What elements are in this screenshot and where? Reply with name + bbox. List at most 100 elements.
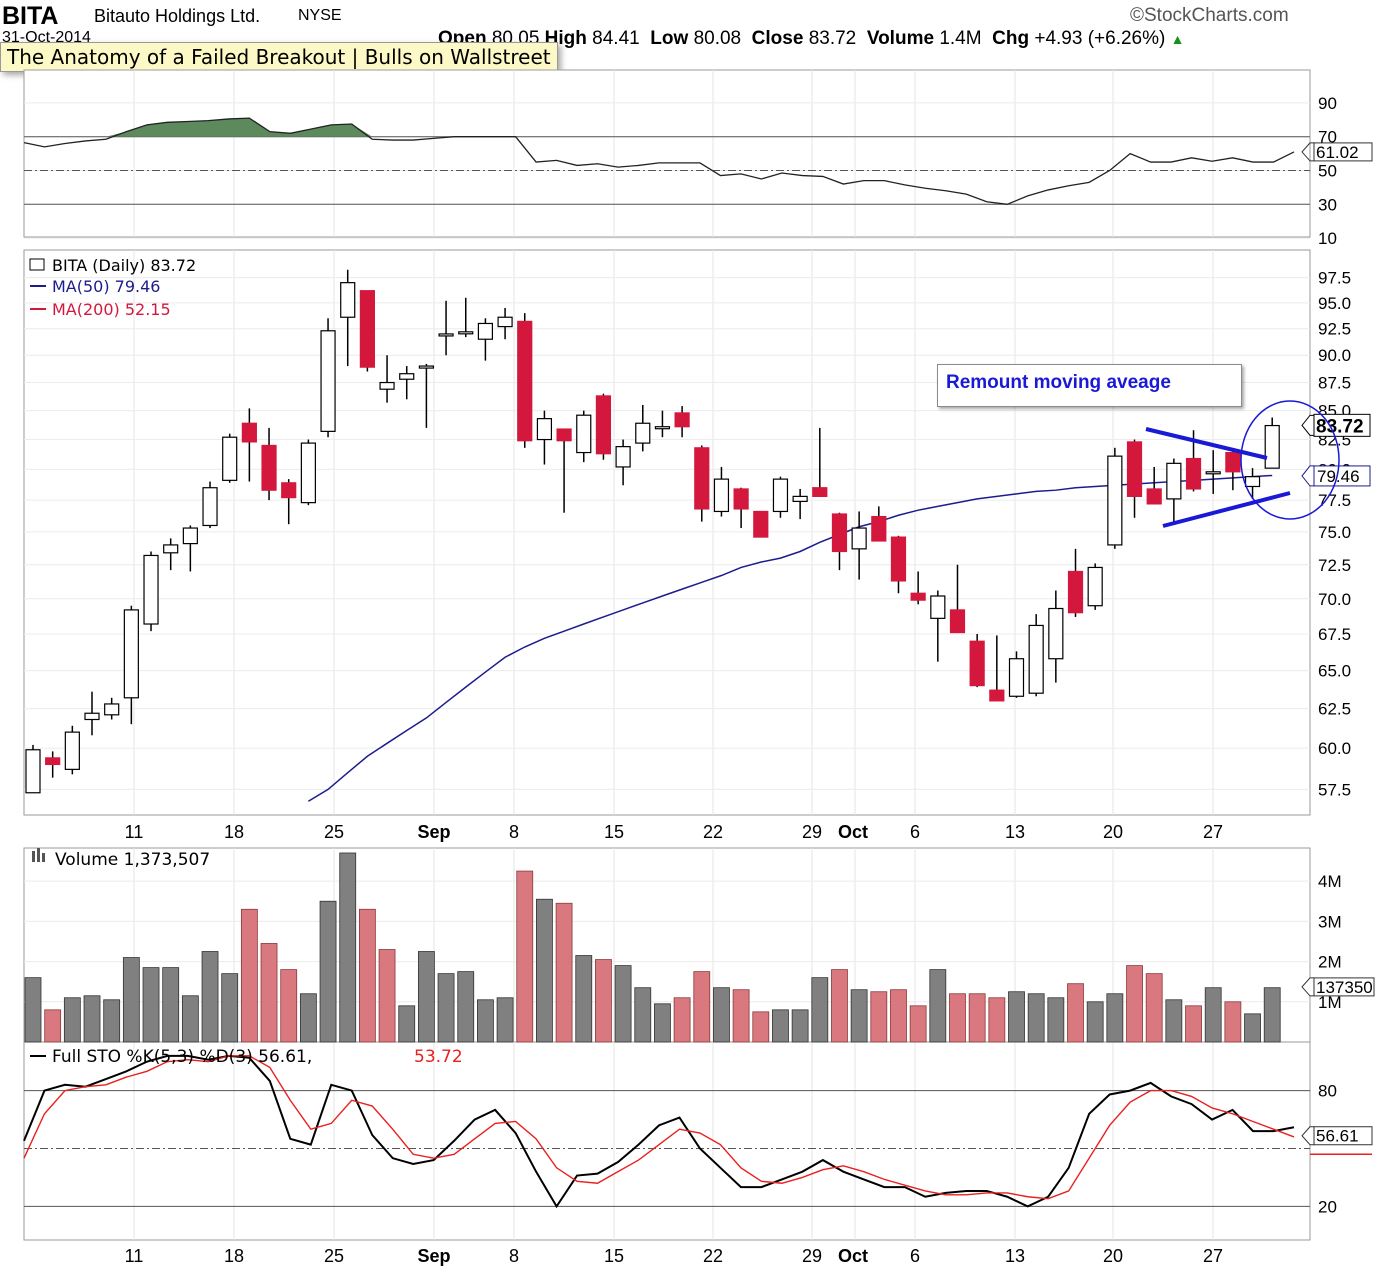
volume-bar — [752, 1011, 770, 1043]
sto-tick-label: 20 — [1318, 1197, 1337, 1216]
candle — [1264, 424, 1280, 469]
volume-bar — [44, 1009, 62, 1043]
ma50-last-marker — [1301, 465, 1315, 487]
rsi-last-box — [1313, 142, 1373, 162]
volume-bar — [162, 967, 180, 1043]
x-tick-label-bottom: 25 — [324, 1246, 344, 1266]
candle — [261, 444, 277, 491]
price-tick-label: 62.5 — [1318, 700, 1351, 719]
volume-tick-label: 3M — [1318, 912, 1342, 931]
candle — [989, 689, 1005, 702]
close-label: Close — [751, 28, 804, 49]
candle — [930, 595, 946, 619]
candle — [871, 515, 887, 542]
candle — [910, 592, 926, 601]
volume-bar — [516, 870, 534, 1043]
volume-bar — [260, 943, 278, 1043]
candle — [84, 712, 100, 721]
x-tick-label-bottom: 18 — [224, 1246, 244, 1266]
x-tick-label-bottom: 20 — [1103, 1246, 1123, 1266]
volume-bar — [122, 957, 140, 1043]
candle — [615, 446, 631, 468]
rsi-last-value: 61.02 — [1316, 143, 1359, 162]
volume-bar — [870, 991, 888, 1043]
candle — [1067, 570, 1084, 614]
volume-bar — [713, 987, 730, 1043]
candle — [123, 609, 139, 699]
volume-legend-icon — [32, 851, 35, 862]
candle — [477, 322, 494, 340]
volume-bar — [142, 967, 160, 1043]
candle — [202, 487, 218, 527]
candle — [182, 527, 198, 545]
volume-bar — [575, 955, 593, 1043]
chg-value: +4.93 (+6.26%) — [1034, 28, 1166, 49]
x-tick-label: 29 — [802, 822, 822, 842]
candle — [359, 290, 375, 368]
highlight-circle — [1240, 400, 1340, 520]
volume-bar — [398, 1005, 416, 1043]
volume-bar — [1145, 973, 1163, 1043]
candle — [281, 482, 297, 499]
low-label: Low — [650, 28, 689, 49]
volume-bar — [634, 987, 652, 1043]
volume-bar — [1244, 1013, 1261, 1043]
x-tick-label: 8 — [509, 822, 519, 842]
volume-bar — [221, 973, 239, 1043]
volume-bar — [1008, 991, 1025, 1043]
x-tick-label: 18 — [224, 822, 244, 842]
upper-trendline — [1145, 427, 1268, 460]
candle — [890, 536, 907, 582]
sto-legend-d: 53.72 — [414, 1047, 463, 1067]
stockcharts-credit: ©StockCharts.com — [1130, 5, 1289, 27]
volume-bar — [1086, 1001, 1104, 1043]
volume-bar — [988, 997, 1006, 1043]
candle — [772, 478, 789, 513]
candle — [418, 365, 434, 369]
candle — [674, 412, 690, 428]
price-tick-label: 57.5 — [1318, 780, 1351, 799]
candle — [969, 640, 985, 687]
candle — [694, 447, 710, 510]
sto-last-box — [1313, 1126, 1373, 1146]
volume-legend-icon — [42, 853, 45, 862]
price-tick-label: 87.5 — [1318, 374, 1351, 393]
volume-bar — [595, 959, 612, 1043]
candle — [1126, 441, 1143, 497]
legend-ma50: MA(50) 79.46 — [52, 277, 160, 296]
volume-bar — [1224, 1001, 1242, 1043]
low-value: 80.08 — [693, 28, 742, 49]
volume-bar — [1263, 987, 1281, 1043]
x-tick-label: 6 — [910, 822, 920, 842]
candle — [320, 330, 336, 432]
price-tick-label: 70.0 — [1318, 590, 1351, 609]
candle — [104, 703, 120, 716]
x-tick-label-bottom: 6 — [910, 1246, 920, 1266]
volume-bar — [299, 993, 317, 1043]
volume-legend-icon — [37, 848, 40, 862]
price-last-value: 83.72 — [1316, 416, 1364, 437]
volume-bar — [536, 898, 553, 1043]
volume-bar — [791, 1009, 809, 1043]
x-tick-label-bottom: 27 — [1203, 1246, 1223, 1266]
price-last-marker — [1301, 414, 1315, 436]
candle — [1008, 658, 1025, 697]
volume-bar — [654, 1003, 671, 1043]
candle — [517, 320, 533, 442]
candle — [792, 495, 808, 502]
price-tick-label: 65.0 — [1318, 662, 1351, 681]
annotations — [1145, 400, 1340, 528]
x-axis-labels: 11 11 18 18 25 25 Sep Sep 8 8 15 15 22 22 29 29 Oct Oct 6 6… — [125, 822, 1223, 1266]
sto-last-value: 56.61 — [1316, 1127, 1359, 1146]
candle — [1146, 488, 1162, 505]
price-tick-label: 97.5 — [1318, 269, 1351, 288]
x-tick-label-bottom: 29 — [802, 1246, 822, 1266]
volume-bar — [181, 995, 199, 1043]
volume-bar — [890, 989, 907, 1043]
x-tick-label-bottom: Oct — [838, 1246, 868, 1266]
x-tick-label: 13 — [1005, 822, 1025, 842]
close-value: 83.72 — [808, 28, 857, 49]
volume-bar — [614, 965, 632, 1043]
price-tick-label: 92.5 — [1318, 320, 1351, 339]
